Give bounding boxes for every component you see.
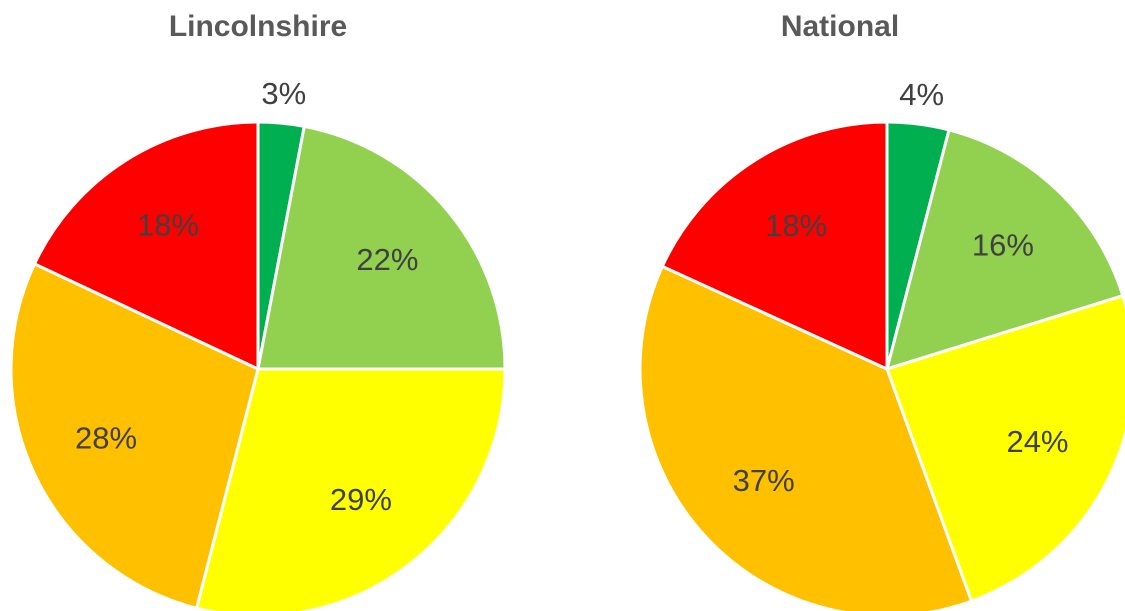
data-label: 37% xyxy=(733,463,795,498)
data-label: 3% xyxy=(261,76,306,111)
data-label: 4% xyxy=(899,77,944,112)
data-label: 28% xyxy=(75,421,137,456)
data-label: 29% xyxy=(330,482,392,517)
pie-slice xyxy=(884,128,1125,372)
chart-title: National xyxy=(781,10,899,43)
data-label: 18% xyxy=(137,207,199,242)
pie-slice xyxy=(194,367,507,611)
pie-slice xyxy=(256,124,507,371)
pie-slice xyxy=(885,293,1125,604)
data-label: 18% xyxy=(765,208,827,243)
data-label: 16% xyxy=(972,228,1034,263)
chart-title: Lincolnshire xyxy=(169,10,347,43)
pie-slice xyxy=(32,120,260,372)
data-label: 22% xyxy=(356,242,418,277)
pie-slice xyxy=(660,120,889,372)
pie-slice xyxy=(638,264,974,611)
data-label: 24% xyxy=(1006,424,1068,459)
pie-slice xyxy=(9,261,260,611)
